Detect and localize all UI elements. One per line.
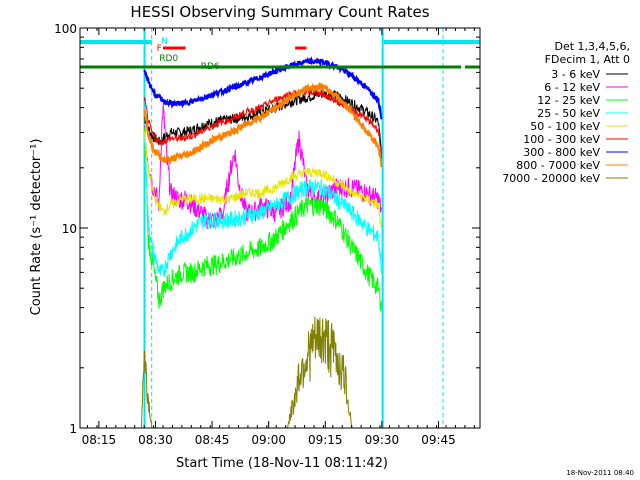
legend-label-4: 50 - 100 keV: [530, 120, 600, 133]
x-tick-label-5: 09:30: [365, 433, 400, 447]
y-tick-label-0: 1: [69, 422, 77, 436]
series-line-2: [143, 126, 382, 312]
chart-title: HESSI Observing Summary Count Rates: [130, 3, 429, 21]
legend-label-3: 25 - 50 keV: [537, 107, 600, 120]
series-line-4: [143, 131, 382, 229]
flag-label-rd6: RD6: [201, 62, 220, 72]
series-line-8: [141, 316, 382, 428]
legend-header-2: FDecim 1, Att 0: [545, 53, 630, 66]
footer-timestamp: 18-Nov-2011 08:40: [566, 469, 634, 477]
legend-label-8: 7000 - 20000 keV: [502, 172, 600, 185]
series-line-3: [143, 134, 382, 277]
legend-header-1: Det 1,3,4,5,6,: [554, 40, 630, 53]
x-tick-label-3: 09:00: [251, 433, 286, 447]
series-line-7: [143, 81, 383, 168]
y-tick-label-2: 100: [54, 22, 77, 36]
legend-label-2: 12 - 25 keV: [537, 94, 600, 107]
x-tick-label-4: 09:15: [308, 433, 343, 447]
series-group: [80, 28, 480, 428]
y-axis-label: Count Rate (s⁻¹ detector⁻¹): [29, 139, 44, 316]
legend-label-7: 800 - 7000 keV: [516, 159, 600, 172]
x-tick-label-2: 08:45: [195, 433, 230, 447]
x-tick-label-0: 08:15: [82, 433, 117, 447]
flag-label-rd0: RD0: [159, 54, 178, 64]
y-tick-label-1: 10: [62, 222, 77, 236]
x-axis-label: Start Time (18-Nov-11 08:11:42): [176, 456, 388, 471]
legend-label-0: 3 - 6 keV: [551, 68, 600, 81]
series-line-0: [143, 89, 382, 159]
flag-label-f: F: [157, 44, 162, 54]
flag-label-n: N: [161, 37, 168, 47]
x-tick-label-6: 09:45: [421, 433, 456, 447]
legend-label-6: 300 - 800 keV: [523, 146, 600, 159]
x-tick-label-1: 08:30: [138, 433, 173, 447]
legend-label-5: 100 - 300 keV: [523, 133, 600, 146]
legend-label-1: 6 - 12 keV: [544, 81, 600, 94]
